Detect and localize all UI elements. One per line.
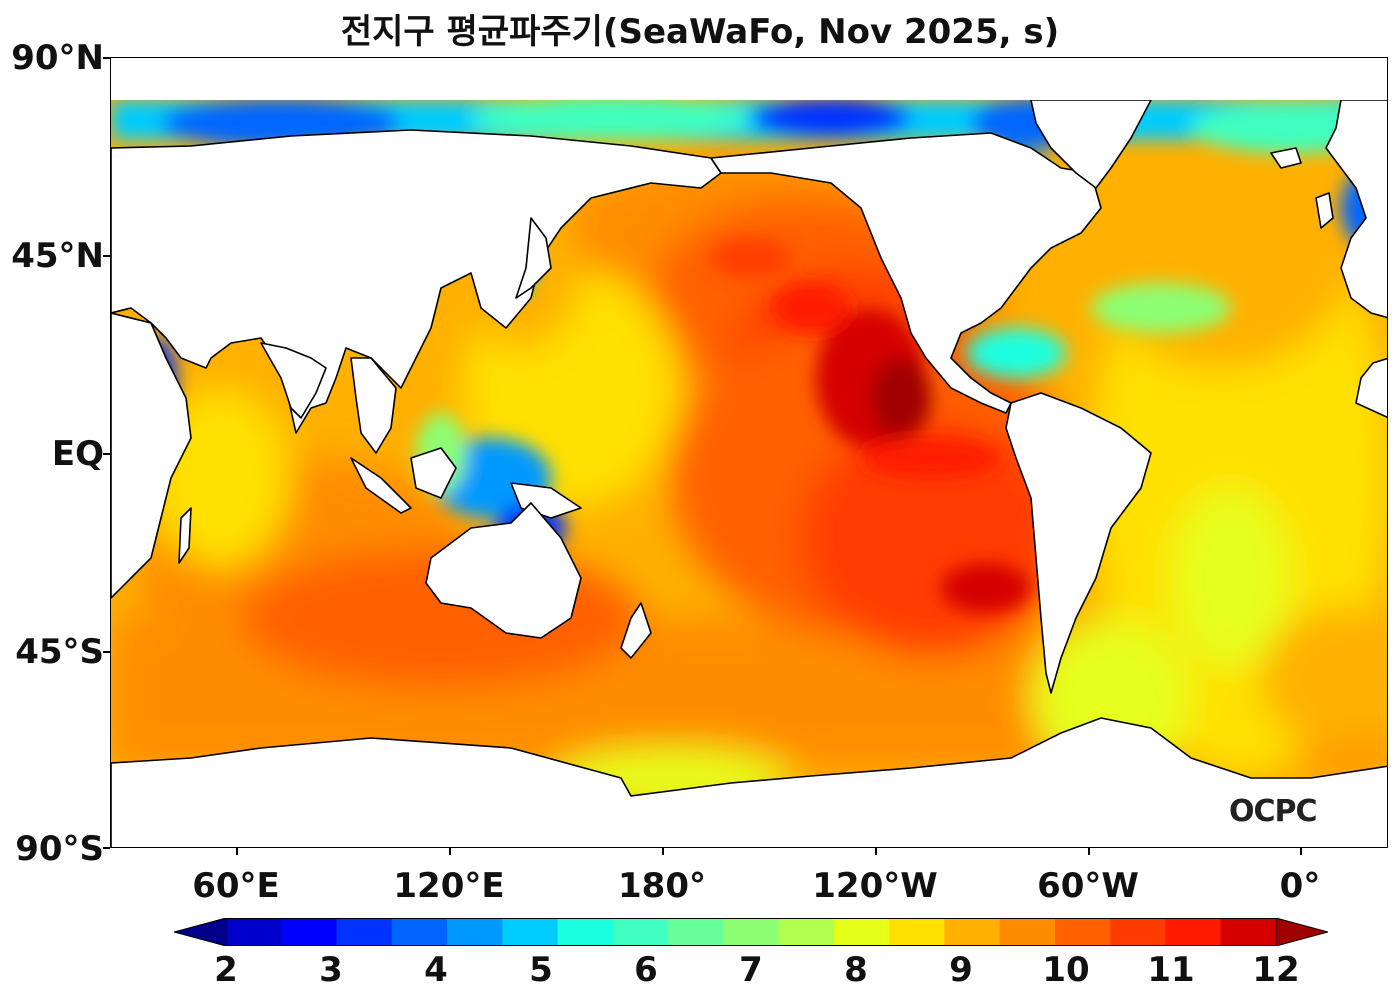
colorbar-segment: [391, 918, 448, 946]
lon-tick: [875, 848, 877, 855]
colorbar-tick-label: 8: [844, 950, 868, 990]
lat-label-eq: EQ: [51, 434, 104, 474]
colorbar-segment: [833, 918, 890, 946]
lon-label-120e: 120°E: [393, 866, 505, 906]
lon-label-0: 0°: [1279, 866, 1321, 906]
colorbar-segment: [778, 918, 835, 946]
colorbar-segment: [447, 918, 503, 946]
colorbar-extend-low: [174, 918, 227, 946]
map-svg: [111, 58, 1387, 847]
lat-tick: [103, 453, 110, 455]
map-title: 전지구 평균파주기(SeaWaFo, Nov 2025, s): [340, 12, 1060, 52]
new-zealand: [620, 602, 652, 659]
lat-label-45n: 45°N: [11, 236, 104, 276]
lat-label-45s: 45°S: [15, 632, 104, 672]
wave-period-map: [110, 57, 1388, 848]
madagascar: [178, 507, 192, 564]
south-america: [1005, 392, 1152, 694]
iceland: [1270, 147, 1302, 169]
ocpc-watermark: OCPC: [1229, 794, 1318, 829]
colorbar-segment: [999, 918, 1056, 946]
colorbar-segment: [502, 918, 559, 946]
north-america: [710, 132, 1102, 414]
lat-label-90n: 90°N: [11, 38, 104, 78]
greenland: [1030, 99, 1152, 189]
lat-tick: [103, 847, 110, 849]
west-africa: [1355, 357, 1387, 418]
borneo: [410, 447, 457, 499]
lon-label-60e: 60°E: [192, 866, 280, 906]
india: [260, 342, 327, 419]
colorbar-tick-label: 4: [424, 950, 448, 990]
colorbar-tick-label: 9: [949, 950, 973, 990]
colorbar-segment: [557, 918, 614, 946]
colorbar-segment: [723, 918, 780, 946]
colorbar-border: [225, 918, 1277, 946]
colorbar-segment: [612, 918, 669, 946]
colorbar-tick-label: 2: [214, 950, 238, 990]
lon-tick: [662, 848, 664, 855]
colorbar-extend-high: [1275, 918, 1328, 946]
colorbar-tick-label: 5: [529, 950, 553, 990]
japan: [515, 217, 552, 299]
colorbar-segment: [889, 918, 945, 946]
africa: [111, 312, 192, 599]
lat-tick: [103, 255, 110, 257]
colorbar-tick-label: 11: [1147, 950, 1195, 990]
land-masses: [111, 99, 1387, 847]
sumatra: [350, 457, 412, 514]
colorbar-tick-label: 6: [634, 950, 658, 990]
lon-tick: [449, 848, 451, 855]
indochina: [350, 357, 397, 454]
colorbar: [174, 918, 1328, 946]
north-no-data: [111, 58, 1387, 100]
lon-label-60w: 60°W: [1037, 866, 1139, 906]
colorbar-tick-label: 3: [319, 950, 343, 990]
colorbar-segment: [1165, 918, 1222, 946]
lon-label-180: 180°: [618, 866, 706, 906]
colorbar-tick-label: 7: [739, 950, 763, 990]
lat-label-90s: 90°S: [15, 829, 104, 869]
wave-period-field: [111, 100, 1387, 798]
lat-tick: [103, 57, 110, 59]
colorbar-tick-label: 10: [1042, 950, 1090, 990]
colorbar-segment: [226, 918, 282, 946]
australia: [425, 502, 582, 639]
lon-tick: [1088, 848, 1090, 855]
lat-tick: [103, 651, 110, 653]
lon-tick: [236, 848, 238, 855]
uk: [1315, 192, 1334, 229]
colorbar-segment: [281, 918, 338, 946]
colorbar-segment: [944, 918, 1001, 946]
colorbar-segment: [1220, 918, 1277, 946]
colorbar-segment: [1054, 918, 1111, 946]
lon-label-120w: 120°W: [812, 866, 938, 906]
europe: [1325, 99, 1387, 319]
antarctica: [111, 717, 1387, 847]
colorbar-segment: [668, 918, 724, 946]
colorbar-tick-label: 12: [1252, 950, 1300, 990]
colorbar-segment: [1110, 918, 1166, 946]
colorbar-segment: [336, 918, 393, 946]
lon-tick: [1300, 848, 1302, 855]
